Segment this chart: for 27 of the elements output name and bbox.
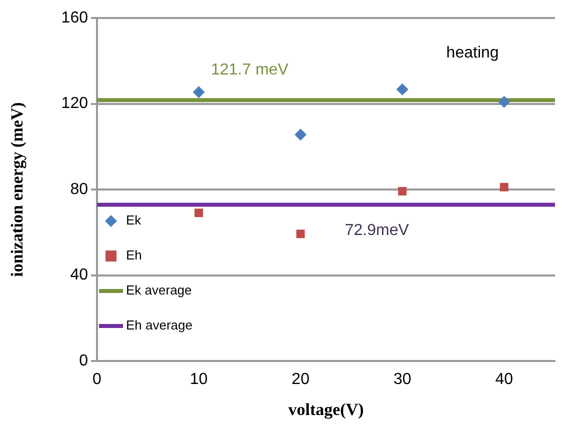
x-tick-label: 10 (190, 371, 208, 388)
point (398, 186, 407, 196)
x-tick-label: 0 (92, 371, 102, 388)
point (294, 128, 307, 141)
point (500, 182, 508, 192)
y-tick-label: 80 (70, 180, 88, 198)
y-tick-label: 40 (70, 266, 88, 284)
x-axis-title: voltage(V) (288, 400, 364, 420)
y-tick-label: 160 (61, 9, 88, 26)
legend-label: Ek average (126, 282, 192, 298)
y-tick-label: 120 (61, 95, 88, 112)
point (498, 96, 510, 108)
annotation: 72.9meV (344, 222, 410, 240)
legend-label: Ek (126, 212, 142, 228)
legend-label: Eh average (126, 318, 192, 333)
y-tick-label: 0 (79, 352, 88, 370)
point (296, 230, 305, 238)
x-tick-label: 40 (495, 371, 514, 388)
annotation: 121.7 meV (210, 62, 289, 79)
y-axis-title: ionization energy (meV) (8, 102, 27, 277)
legend-label: Eh (126, 248, 142, 263)
x-tick-label: 30 (393, 371, 412, 388)
point (396, 83, 408, 96)
point (192, 86, 205, 98)
point (194, 208, 204, 218)
annotation: heating (446, 44, 499, 62)
x-tick-label: 20 (292, 371, 310, 388)
